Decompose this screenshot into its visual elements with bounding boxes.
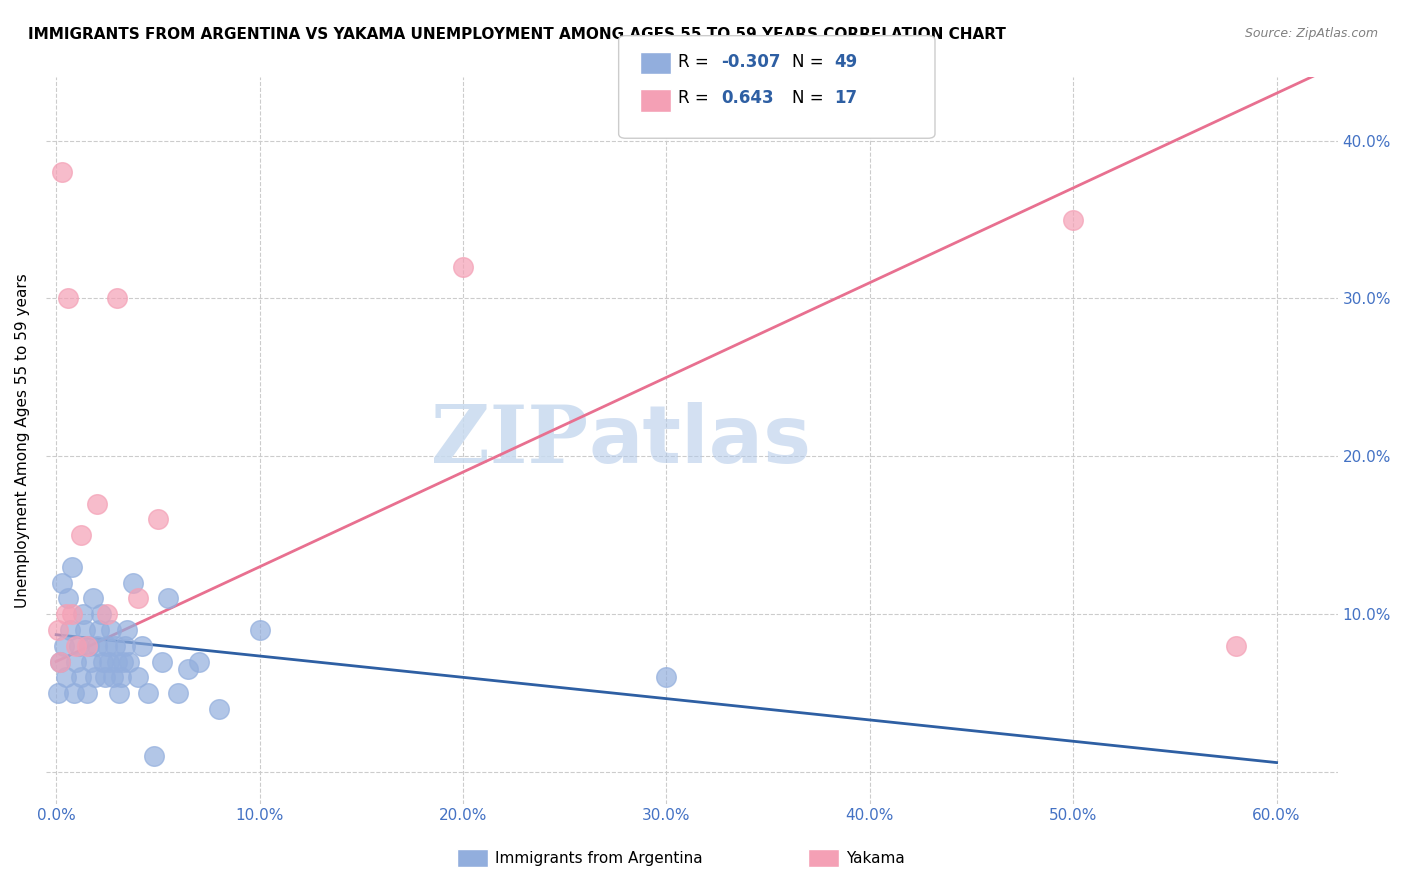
Point — [69, 670, 91, 684]
Point — [98, 655, 121, 669]
Point — [131, 639, 153, 653]
Point — [451, 260, 474, 274]
Point — [65, 639, 87, 653]
Point — [118, 655, 141, 669]
Point — [127, 670, 149, 684]
Point — [104, 639, 127, 653]
Point — [157, 591, 180, 606]
Point — [249, 623, 271, 637]
Text: R =: R = — [678, 89, 714, 107]
Point — [67, 639, 90, 653]
Point — [82, 591, 104, 606]
Point — [208, 702, 231, 716]
Point — [77, 639, 100, 653]
Point — [83, 670, 105, 684]
Point — [76, 686, 98, 700]
Point — [49, 655, 72, 669]
Point — [150, 655, 173, 669]
Point — [76, 639, 98, 653]
Point — [59, 623, 82, 637]
Text: Immigrants from Argentina: Immigrants from Argentina — [495, 851, 703, 865]
Point — [655, 670, 678, 684]
Point — [46, 686, 69, 700]
Text: ZIP: ZIP — [432, 401, 589, 480]
Point — [100, 623, 122, 637]
Point — [122, 575, 145, 590]
Point — [177, 662, 200, 676]
Point — [187, 655, 209, 669]
Point — [167, 686, 190, 700]
Point — [46, 623, 69, 637]
Point — [94, 670, 117, 684]
Text: N =: N = — [792, 89, 828, 107]
Point — [86, 497, 108, 511]
Text: Source: ZipAtlas.com: Source: ZipAtlas.com — [1244, 27, 1378, 40]
Point — [105, 292, 128, 306]
Text: Yakama: Yakama — [846, 851, 905, 865]
Point — [72, 607, 94, 622]
Point — [80, 655, 103, 669]
Point — [53, 639, 76, 653]
Point — [1225, 639, 1247, 653]
Point — [55, 670, 77, 684]
Point — [127, 591, 149, 606]
Point — [55, 607, 77, 622]
Text: -0.307: -0.307 — [721, 54, 780, 71]
Point — [73, 623, 96, 637]
Point — [69, 528, 91, 542]
Point — [136, 686, 159, 700]
Text: R =: R = — [678, 54, 714, 71]
Point — [49, 655, 72, 669]
Text: 0.643: 0.643 — [721, 89, 773, 107]
Point — [146, 512, 169, 526]
Point — [58, 591, 80, 606]
Point — [63, 686, 86, 700]
Point — [96, 639, 118, 653]
Point — [65, 655, 87, 669]
Point — [86, 639, 108, 653]
Point — [51, 165, 73, 179]
Point — [62, 559, 84, 574]
Point — [114, 639, 136, 653]
Point — [110, 670, 132, 684]
Point — [101, 670, 124, 684]
Point — [51, 575, 73, 590]
Text: N =: N = — [792, 54, 828, 71]
Text: 49: 49 — [834, 54, 858, 71]
Point — [112, 655, 135, 669]
Text: 17: 17 — [834, 89, 856, 107]
Point — [90, 607, 112, 622]
Point — [96, 607, 118, 622]
Point — [142, 749, 165, 764]
Point — [108, 686, 131, 700]
Point — [105, 655, 128, 669]
Point — [87, 623, 110, 637]
Point — [62, 607, 84, 622]
Y-axis label: Unemployment Among Ages 55 to 59 years: Unemployment Among Ages 55 to 59 years — [15, 273, 30, 608]
Point — [117, 623, 139, 637]
Text: atlas: atlas — [589, 401, 811, 480]
Point — [91, 655, 114, 669]
Point — [58, 292, 80, 306]
Text: IMMIGRANTS FROM ARGENTINA VS YAKAMA UNEMPLOYMENT AMONG AGES 55 TO 59 YEARS CORRE: IMMIGRANTS FROM ARGENTINA VS YAKAMA UNEM… — [28, 27, 1007, 42]
Point — [1062, 212, 1084, 227]
